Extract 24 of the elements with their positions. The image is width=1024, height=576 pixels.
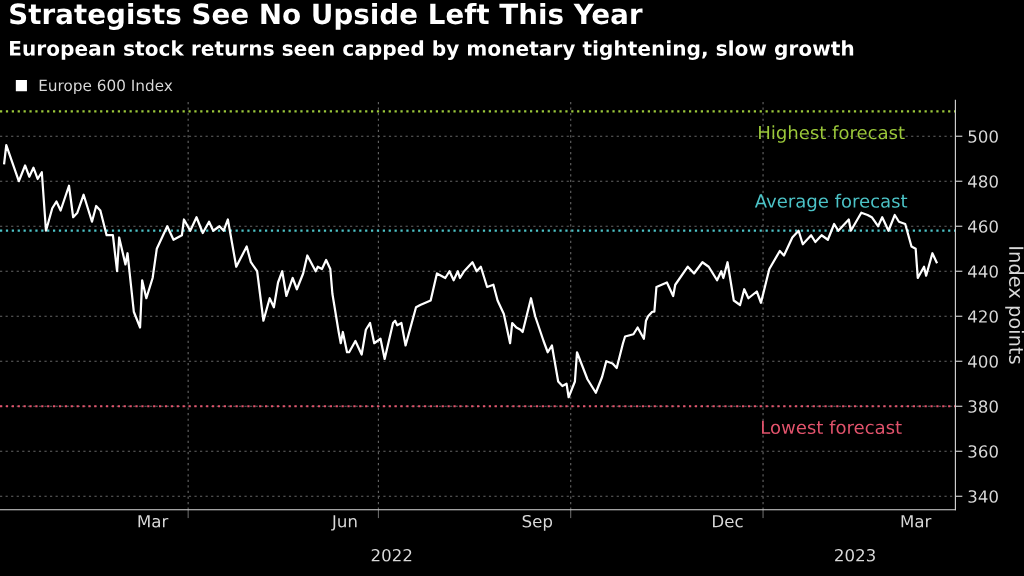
- text: 2023: [835, 548, 875, 562]
- y-tick-label: 340: [968, 490, 998, 503]
- x-tick-label: Dec: [713, 515, 743, 528]
- y-tick-label: 400: [968, 355, 998, 368]
- y-tick-label: 480: [968, 175, 998, 188]
- y-tick-label: 420: [968, 310, 998, 323]
- ref-line-label: Average forecast: [754, 193, 908, 212]
- y-tick-label: 460: [968, 220, 998, 233]
- line-series: [3, 144, 938, 399]
- x-tick-label: Mar: [901, 515, 932, 528]
- y-tick-label: 500: [968, 130, 998, 143]
- y-axis-title: Index points: [1005, 247, 1024, 364]
- y-tick-label: 360: [968, 445, 998, 458]
- chart-subtitle: European stock returns seen capped by monetary tightening, slow growth: [10, 40, 854, 60]
- x-tick-label: Mar: [138, 515, 169, 528]
- y-tick-label: 440: [968, 265, 998, 278]
- chart-title: Strategists See No Upside Left This Year: [10, 2, 643, 30]
- y-tick-label: 380: [968, 400, 998, 413]
- text: 2022: [371, 548, 412, 562]
- x-tick-label: Sep: [522, 514, 553, 531]
- ref-line-label: Lowest forecast: [762, 420, 902, 435]
- ref-line-label: Highest forecast: [759, 125, 905, 143]
- legend-label: Europe 600 Index: [39, 79, 173, 95]
- x-tick-label: Jun: [331, 515, 357, 531]
